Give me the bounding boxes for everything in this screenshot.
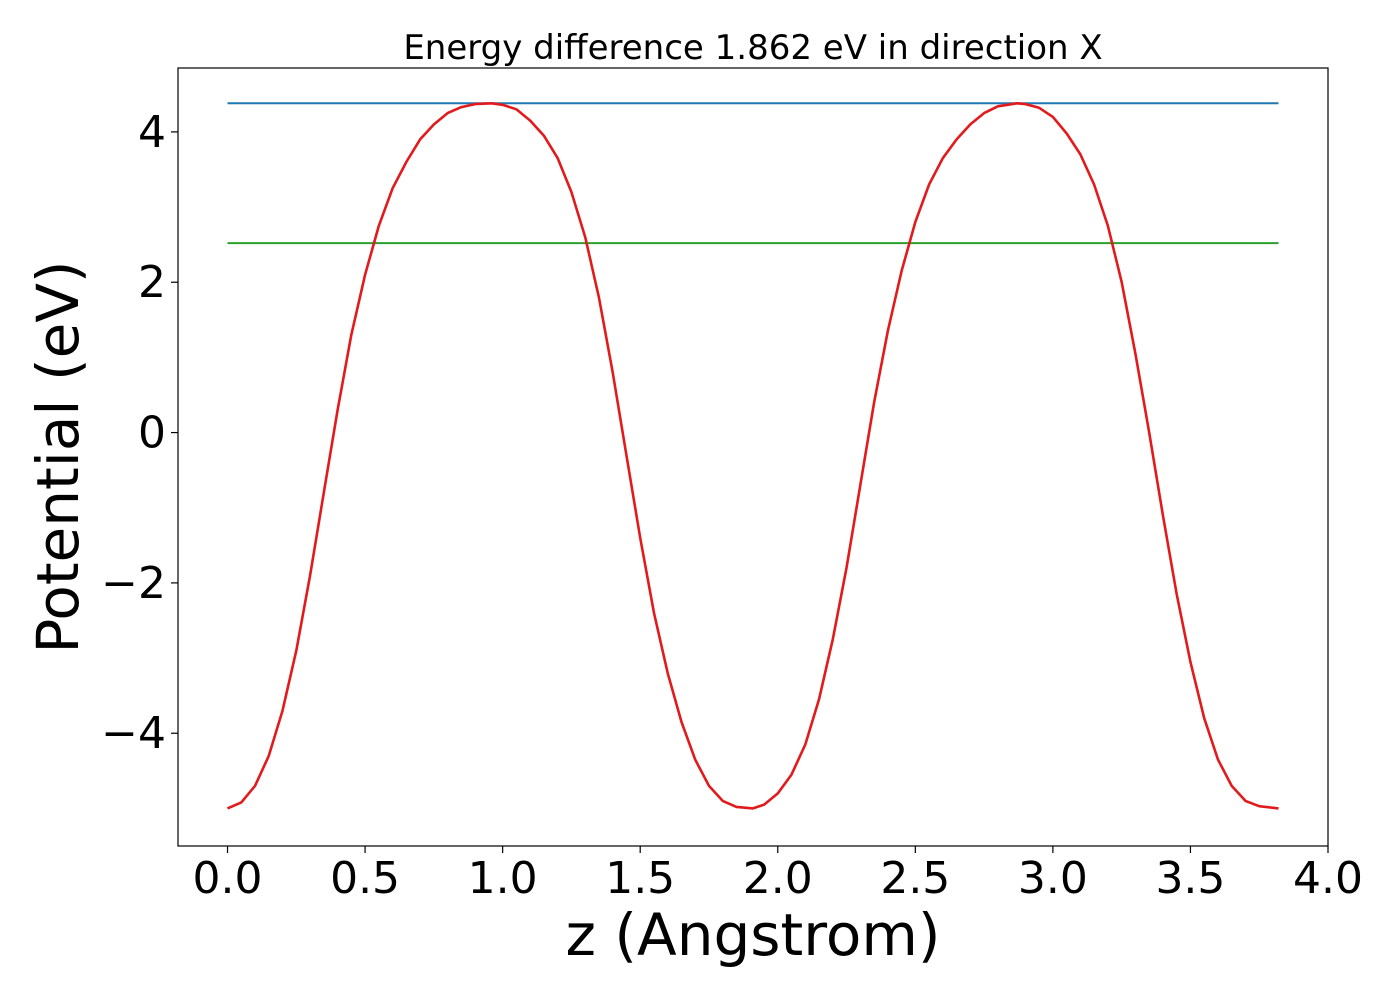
x-tick-label: 0.0: [193, 853, 263, 904]
x-tick-label: 3.5: [1155, 853, 1225, 904]
x-tick-label: 3.0: [1018, 853, 1088, 904]
x-tick-label: 2.0: [743, 853, 813, 904]
y-axis-label: Potential (eV): [24, 260, 92, 653]
x-axis-label: z (Angstrom): [566, 901, 941, 969]
x-tick-label: 2.5: [880, 853, 950, 904]
y-tick-label: −2: [101, 558, 166, 609]
plot-area: [226, 102, 1279, 810]
x-tick-label: 4.0: [1293, 853, 1363, 904]
potential-line: [226, 102, 1279, 810]
x-tick-label: 1.0: [468, 853, 538, 904]
y-axis-ticks: −4 −2 0 2 4: [101, 107, 178, 759]
y-tick-label: 4: [138, 107, 166, 158]
axes-frame: [177, 67, 1329, 847]
y-tick-label: 2: [138, 257, 166, 308]
x-tick-label: 1.5: [605, 853, 675, 904]
x-axis-ticks: 0.0 0.5 1.0 1.5 2.0 2.5 3.0 3.5 4.0: [193, 846, 1363, 904]
x-tick-label: 0.5: [330, 853, 400, 904]
y-tick-label: 0: [138, 408, 166, 459]
chart-title: Energy difference 1.862 eV in direction …: [403, 28, 1102, 68]
y-tick-label: −4: [101, 708, 166, 759]
